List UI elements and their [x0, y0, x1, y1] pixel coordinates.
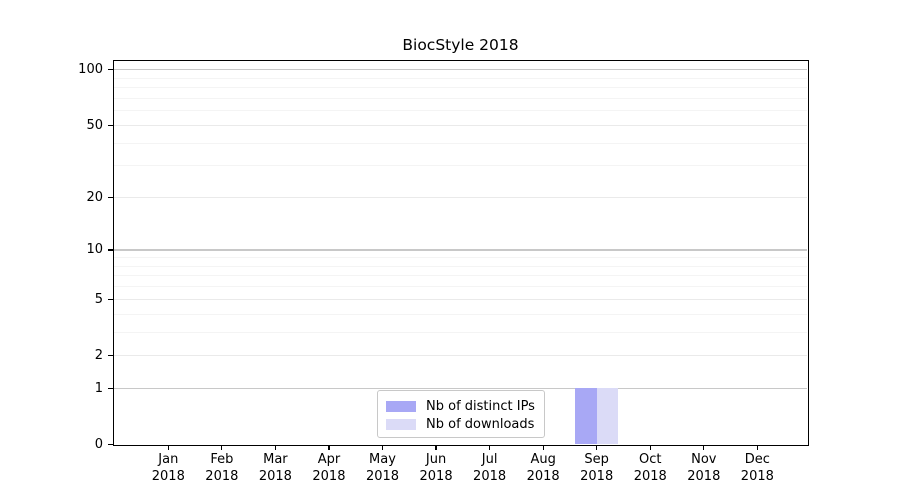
chart-title: BiocStyle 2018: [402, 36, 519, 54]
x-axis-tick: [167, 445, 169, 450]
y-axis-tick: [107, 444, 114, 446]
major-gridline: [114, 196, 807, 198]
y-tick-label: 0: [94, 437, 103, 453]
x-tick-label: Aug 2018: [526, 452, 560, 484]
x-axis-tick: [435, 445, 437, 450]
minor-gridline: [114, 142, 807, 144]
minor-gridline: [114, 265, 807, 267]
x-tick-label: Jun 2018: [419, 452, 453, 484]
x-tick-label: Oct 2018: [633, 452, 667, 484]
y-axis-tick: [107, 298, 114, 300]
y-tick-label: 100: [78, 62, 103, 78]
legend-label-distinct-ips: Nb of distinct IPs: [426, 398, 535, 414]
minor-gridline: [114, 77, 807, 79]
major-gridline: [114, 298, 807, 300]
x-axis-tick: [756, 445, 758, 450]
y-tick-label: 50: [86, 117, 103, 133]
x-tick-label: May 2018: [365, 452, 400, 484]
major-gridline: [114, 124, 807, 126]
legend-label-downloads: Nb of downloads: [426, 416, 535, 432]
x-tick-label: Mar 2018: [258, 452, 292, 484]
x-tick-label: Nov 2018: [687, 452, 721, 484]
minor-gridline: [114, 331, 807, 333]
minor-gridline: [114, 110, 807, 112]
y-axis-tick: [107, 69, 114, 71]
legend-swatch-downloads: [386, 418, 416, 430]
minor-gridline: [114, 275, 807, 277]
x-axis-tick: [221, 445, 223, 450]
legend: Nb of distinct IPs Nb of downloads: [377, 389, 545, 438]
y-tick-label: 20: [86, 189, 103, 205]
y-tick-label: 2: [94, 348, 103, 364]
minor-gridline: [114, 286, 807, 288]
minor-gridline: [114, 313, 807, 315]
y-tick-label: 10: [86, 242, 103, 258]
x-tick-label: Dec 2018: [740, 452, 774, 484]
y-tick-label: 1: [94, 380, 103, 396]
x-axis-tick: [328, 445, 330, 450]
bar-distinct-ips: [575, 388, 597, 444]
legend-item-downloads: Nb of downloads: [386, 415, 544, 433]
legend-item-distinct-ips: Nb of distinct IPs: [386, 397, 544, 415]
y-axis-tick: [107, 249, 114, 251]
minor-gridline: [114, 97, 807, 99]
x-axis-tick: [274, 445, 277, 450]
x-axis-tick: [488, 445, 491, 450]
x-tick-label: Feb 2018: [205, 452, 239, 484]
x-tick-label: Jul 2018: [473, 452, 507, 484]
y-tick-label: 5: [94, 291, 103, 307]
minor-gridline: [114, 87, 807, 89]
x-axis-tick: [542, 445, 544, 450]
x-axis-tick: [596, 445, 598, 450]
major-gridline: [114, 249, 807, 251]
x-tick-label: Sep 2018: [580, 452, 614, 484]
x-axis-tick: [381, 445, 384, 450]
major-gridline: [114, 354, 807, 357]
minor-gridline: [114, 165, 807, 167]
x-tick-label: Jan 2018: [151, 452, 185, 484]
y-axis-tick: [107, 387, 114, 390]
major-gridline: [114, 387, 807, 390]
bar-downloads: [596, 388, 619, 444]
y-axis-tick: [107, 124, 114, 126]
major-gridline: [114, 69, 807, 71]
x-axis-tick: [649, 445, 651, 450]
x-axis-tick: [703, 445, 705, 450]
y-axis-tick: [107, 196, 114, 199]
minor-gridline: [114, 257, 807, 259]
x-tick-label: Apr 2018: [312, 452, 346, 484]
legend-swatch-distinct-ips: [386, 400, 416, 412]
y-axis-tick: [107, 354, 114, 357]
